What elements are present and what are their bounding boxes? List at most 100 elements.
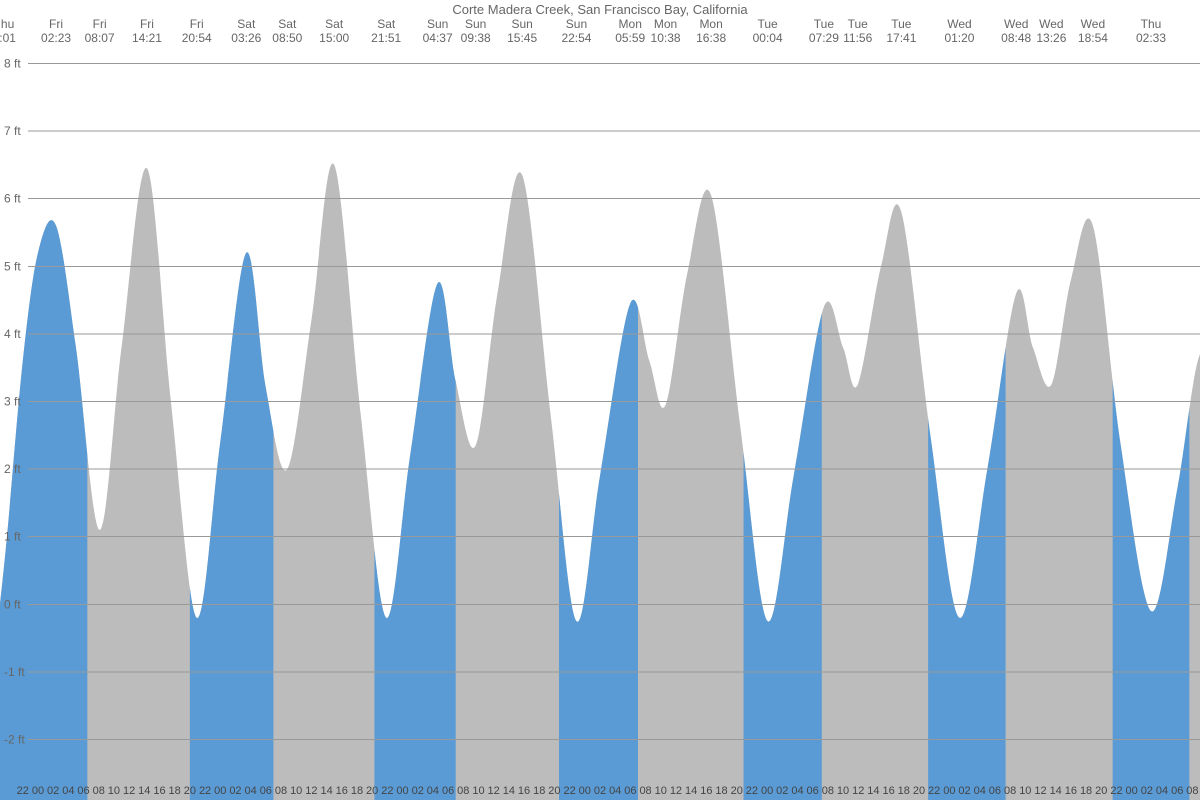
tide-event-time: 15:45 (507, 31, 537, 45)
x-axis-hour: 00 (32, 785, 44, 797)
y-axis-label: 0 ft (4, 597, 21, 611)
tide-event-day: Wed (1081, 17, 1105, 31)
x-axis-hour: 14 (320, 785, 332, 797)
x-axis-hour: 16 (153, 785, 165, 797)
x-axis-hour: 00 (761, 785, 773, 797)
x-axis-hour: 06 (624, 785, 636, 797)
tide-event-day: Sun (465, 17, 486, 31)
x-axis-hour: 14 (867, 785, 879, 797)
tide-event-time: 00:04 (753, 31, 783, 45)
tide-event-time: 01:20 (944, 31, 974, 45)
x-axis-hour: 20 (366, 785, 378, 797)
x-axis-hour: 04 (609, 785, 621, 797)
tide-event-day: Fri (93, 17, 107, 31)
x-axis-hour: 22 (746, 785, 758, 797)
tide-chart: -2 ft-1 ft0 ft1 ft2 ft3 ft4 ft5 ft6 ft7 … (0, 0, 1200, 800)
tide-event-time: 11:56 (843, 31, 872, 45)
tide-event-day: Sun (427, 17, 448, 31)
tide-event-day: Sun (511, 17, 532, 31)
y-axis-label: 4 ft (4, 327, 21, 341)
x-axis-hour: 14 (138, 785, 150, 797)
tide-event-day: Fri (190, 17, 204, 31)
tide-event-time: 07:29 (809, 31, 839, 45)
tide-event-day: Wed (1039, 17, 1063, 31)
x-axis-hour: 02 (594, 785, 606, 797)
x-axis-hour: 12 (488, 785, 500, 797)
tide-event-day: hu (1, 17, 14, 31)
tide-event-day: Wed (947, 17, 971, 31)
tide-event-day: Tue (848, 17, 869, 31)
y-axis-label: 3 ft (4, 394, 21, 408)
tide-event-day: Tue (814, 17, 835, 31)
x-axis-hour: 08 (93, 785, 105, 797)
tide-event-day: Sat (237, 17, 256, 31)
tide-event-day: Tue (758, 17, 779, 31)
x-axis-hour: 00 (579, 785, 591, 797)
tide-event-day: Sat (325, 17, 344, 31)
x-axis-hour: 14 (503, 785, 515, 797)
x-axis-hour: 12 (305, 785, 317, 797)
tide-event-day: Sun (566, 17, 587, 31)
x-axis-hour: 16 (518, 785, 530, 797)
x-axis-hour: 22 (17, 785, 29, 797)
tide-event-time: :01 (0, 31, 16, 45)
x-axis-hour: 18 (169, 785, 181, 797)
x-axis-hour: 20 (731, 785, 743, 797)
x-axis-hour: 18 (715, 785, 727, 797)
x-axis-hour: 14 (1050, 785, 1062, 797)
x-axis-hour: 10 (1019, 785, 1031, 797)
x-axis-hour: 06 (989, 785, 1001, 797)
x-axis-hour: 06 (807, 785, 819, 797)
x-axis-hour: 04 (427, 785, 439, 797)
x-axis-hour: 06 (1171, 785, 1183, 797)
x-axis-hour: 10 (472, 785, 484, 797)
tide-event-time: 20:54 (182, 31, 212, 45)
tide-event-time: 22:54 (561, 31, 591, 45)
x-axis-hour: 08 (639, 785, 651, 797)
tide-event-time: 04:37 (423, 31, 453, 45)
x-axis-hour: 08 (457, 785, 469, 797)
y-axis-label: -2 ft (4, 732, 25, 746)
x-axis-hour: 10 (837, 785, 849, 797)
x-axis-hour: 10 (655, 785, 667, 797)
tide-event-day: Mon (699, 17, 722, 31)
x-axis-hour: 08 (1004, 785, 1016, 797)
x-axis-hour: 22 (563, 785, 575, 797)
x-axis-hour: 00 (1126, 785, 1138, 797)
tide-event-time: 05:59 (615, 31, 645, 45)
tide-event-time: 03:26 (231, 31, 261, 45)
tide-event-day: Sat (377, 17, 396, 31)
tide-event-day: Mon (654, 17, 677, 31)
x-axis-hour: 20 (1095, 785, 1107, 797)
x-axis-hour: 16 (1065, 785, 1077, 797)
x-axis-hour: 16 (700, 785, 712, 797)
x-axis-hour: 02 (229, 785, 241, 797)
tide-event-time: 02:33 (1136, 31, 1166, 45)
x-axis-hour: 22 (381, 785, 393, 797)
x-axis-hour: 22 (199, 785, 211, 797)
x-axis-hour: 12 (123, 785, 135, 797)
chart-title: Corte Madera Creek, San Francisco Bay, C… (452, 2, 748, 17)
tide-event-time: 21:51 (371, 31, 401, 45)
tide-event-day: Fri (49, 17, 63, 31)
x-axis-hour: 08 (1186, 785, 1198, 797)
tide-event-day: Thu (1141, 17, 1162, 31)
y-axis-label: 7 ft (4, 124, 21, 138)
tide-event-time: 08:48 (1001, 31, 1031, 45)
tide-event-time: 10:38 (651, 31, 681, 45)
x-axis-hour: 02 (412, 785, 424, 797)
x-axis-hour: 04 (974, 785, 986, 797)
tide-event-time: 14:21 (132, 31, 162, 45)
y-axis-label: 8 ft (4, 57, 21, 71)
x-axis-hour: 12 (852, 785, 864, 797)
x-axis-hour: 20 (184, 785, 196, 797)
tide-event-time: 15:00 (319, 31, 349, 45)
x-axis-hour: 16 (336, 785, 348, 797)
x-axis-hour: 14 (685, 785, 697, 797)
x-axis-hour: 00 (396, 785, 408, 797)
x-axis-hour: 20 (913, 785, 925, 797)
x-axis-hour: 18 (351, 785, 363, 797)
x-axis-hour: 04 (245, 785, 257, 797)
x-axis-hour: 12 (1034, 785, 1046, 797)
tide-event-day: Mon (619, 17, 642, 31)
